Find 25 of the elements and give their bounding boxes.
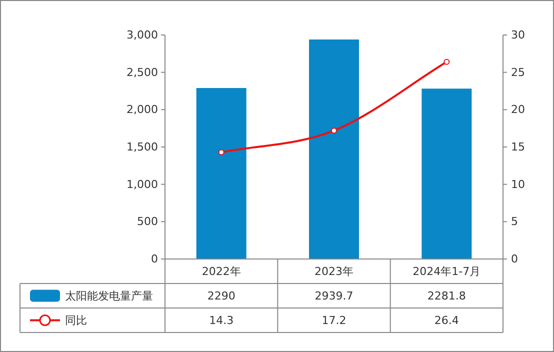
- category: 2023年: [314, 264, 354, 278]
- y2tick: 25: [511, 66, 525, 79]
- ytick: 0: [151, 252, 158, 266]
- data-label: 26.4: [434, 314, 459, 327]
- legend: 太阳能发电量产量: [65, 289, 153, 302]
- data-label: 14.3: [209, 314, 234, 327]
- data-label: 2939.7: [314, 289, 354, 302]
- y2tick: 20: [511, 103, 525, 116]
- ytick: 500: [137, 215, 158, 228]
- y2tick: 10: [511, 178, 525, 191]
- y2tick: 30: [511, 28, 525, 42]
- ytick: 2,000: [126, 103, 158, 116]
- category: 2022年: [202, 264, 241, 278]
- ytick: 1,000: [126, 178, 158, 191]
- y2tick: 15: [511, 140, 525, 154]
- data-label: 2281.8: [427, 289, 466, 302]
- ytick: 3,000: [126, 28, 158, 42]
- category: 2024年1-7月: [412, 264, 481, 278]
- ytick: 2,500: [126, 66, 158, 79]
- data-label: 2290: [207, 289, 236, 302]
- y2tick: 5: [511, 215, 518, 228]
- legend: 同比: [65, 314, 87, 327]
- y2tick: 0: [511, 252, 518, 266]
- ytick: 1,500: [126, 140, 158, 154]
- data-label: 17.2: [322, 314, 346, 327]
